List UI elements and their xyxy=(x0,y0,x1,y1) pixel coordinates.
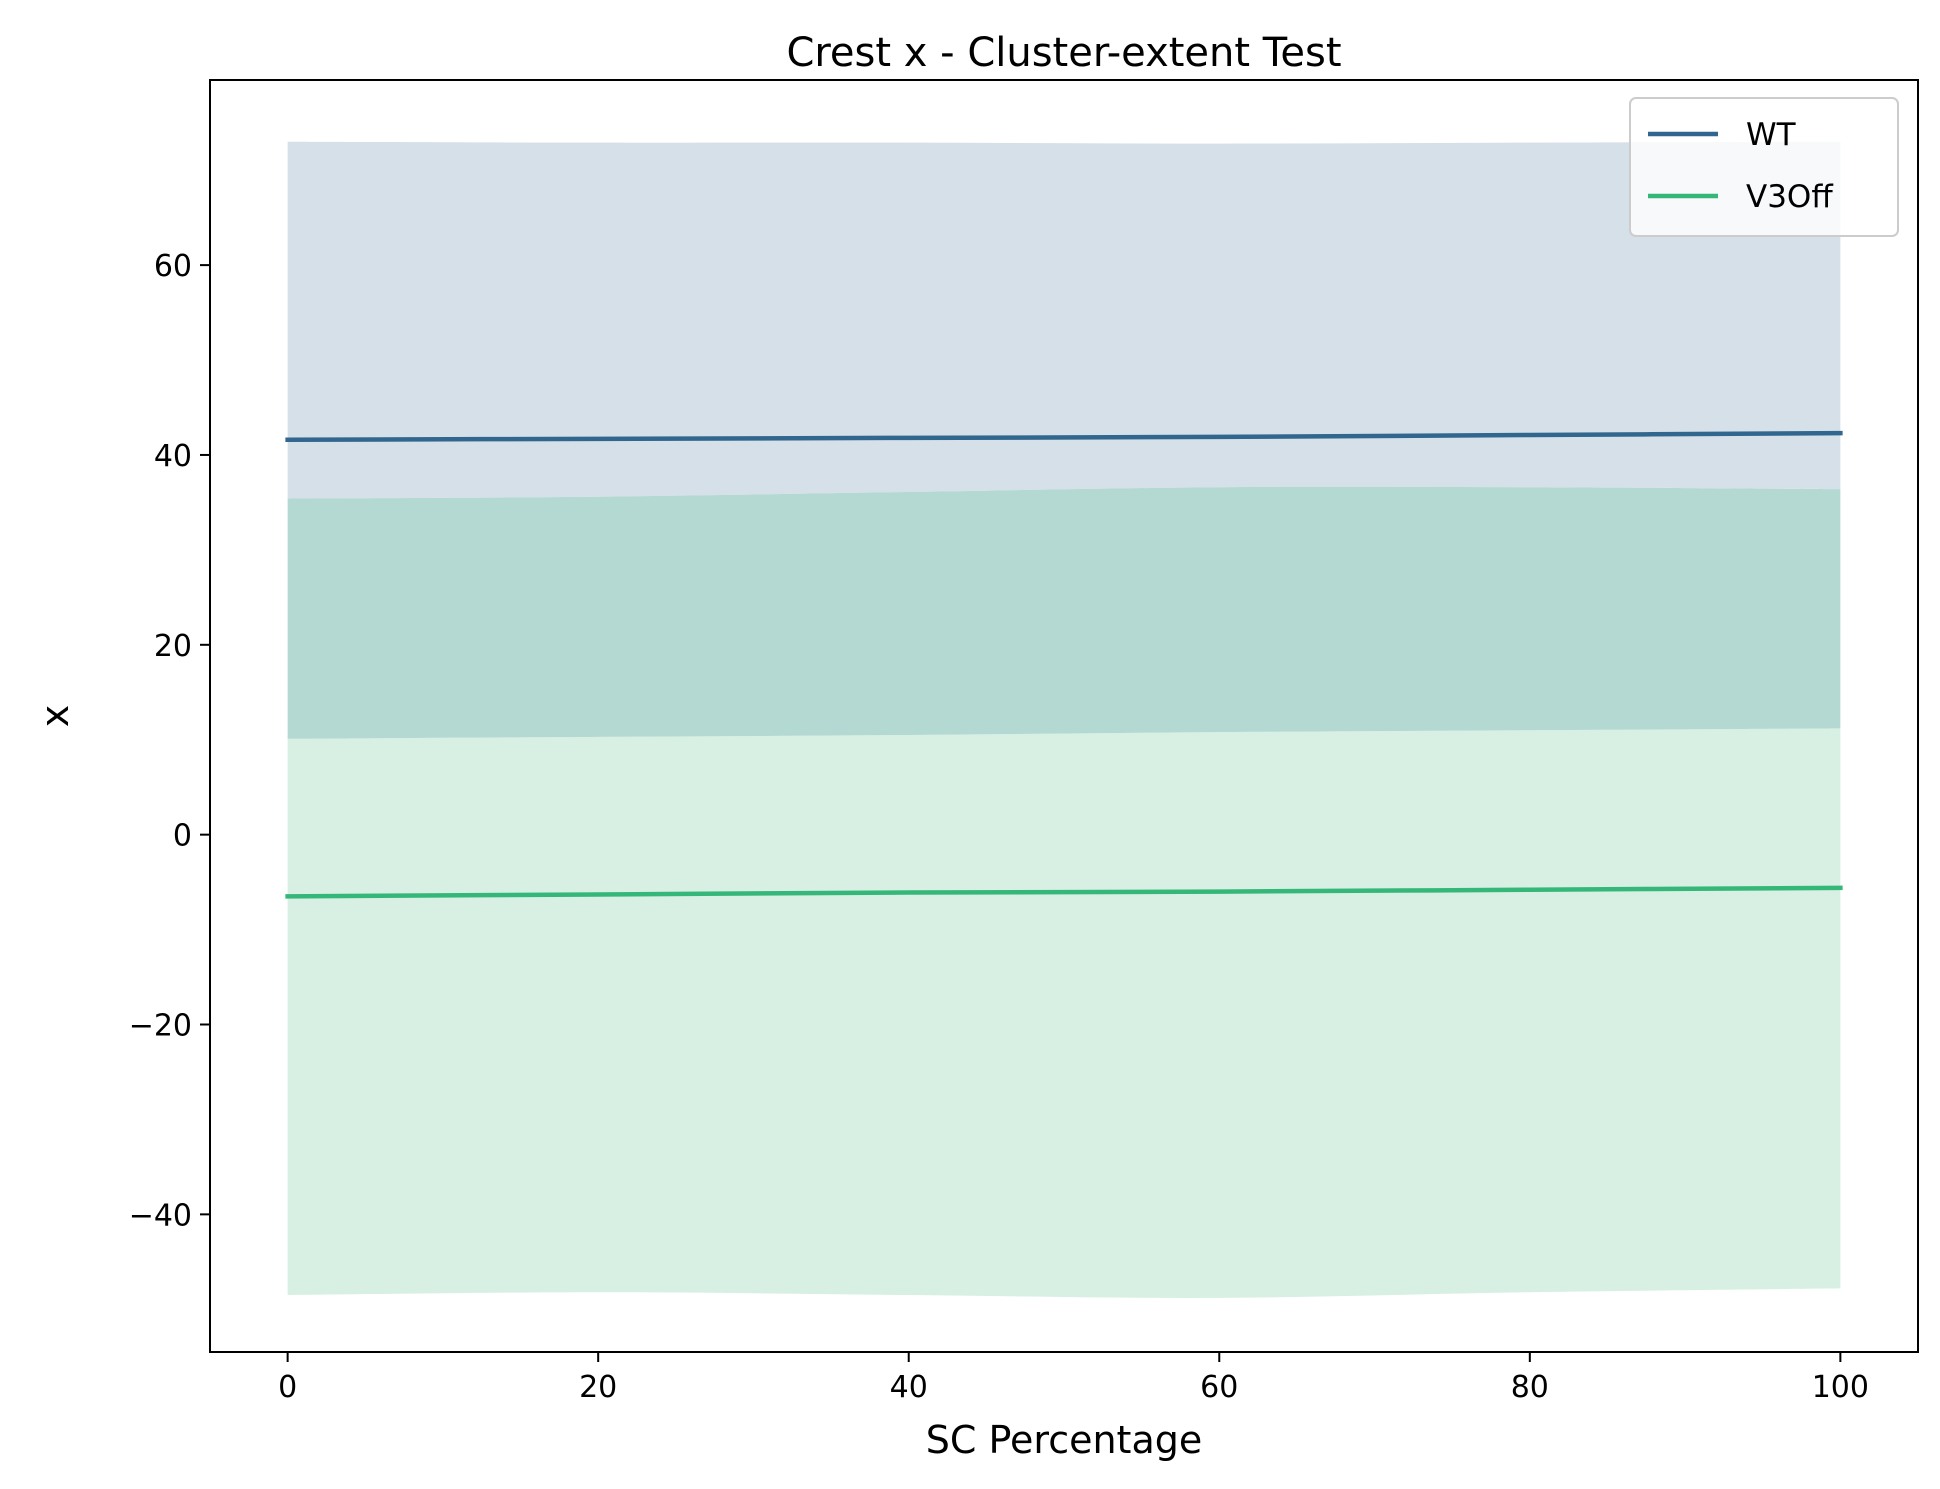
x-tick-label: 80 xyxy=(1511,1370,1549,1405)
y-tick-label: 40 xyxy=(154,439,192,474)
y-tick-label: −40 xyxy=(129,1198,192,1233)
y-tick-label: 0 xyxy=(173,819,192,854)
line-wt xyxy=(285,430,1843,443)
legend-label-v3off: V3Off xyxy=(1746,179,1833,215)
band-v3off xyxy=(287,728,1841,1298)
chart-title: Crest x - Cluster-extent Test xyxy=(786,30,1341,76)
x-axis: 0 20 40 60 80 100 xyxy=(278,1352,1869,1405)
legend-label-wt: WT xyxy=(1746,117,1797,153)
band-wt xyxy=(287,141,1841,499)
line-v3off xyxy=(285,885,1843,899)
y-axis: −40 −20 0 20 40 60 xyxy=(129,249,210,1233)
x-tick-label: 60 xyxy=(1200,1370,1238,1405)
y-tick-label: −20 xyxy=(129,1009,192,1044)
x-tick-label: 40 xyxy=(890,1370,928,1405)
y-tick-label: 20 xyxy=(154,629,192,664)
x-axis-title: SC Percentage xyxy=(926,1418,1203,1462)
legend: WT V3Off xyxy=(1629,97,1899,237)
y-axis-title: x xyxy=(33,705,77,728)
x-tick-label: 20 xyxy=(579,1370,617,1405)
plot-area-frame xyxy=(209,79,1919,1353)
series-lines xyxy=(285,430,1843,899)
confidence-bands xyxy=(287,141,1841,1298)
x-tick-label: 0 xyxy=(278,1370,297,1405)
x-tick-label: 100 xyxy=(1812,1370,1869,1405)
y-tick-label: 60 xyxy=(154,249,192,284)
band-overlap xyxy=(287,486,1841,739)
